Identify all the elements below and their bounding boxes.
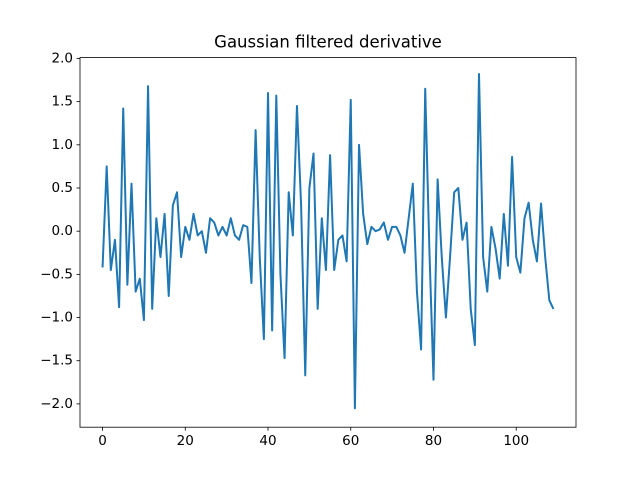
x-tick-label: 60	[342, 433, 359, 449]
x-tick-label: 80	[425, 433, 442, 449]
y-tick-label: 2.0	[52, 50, 73, 66]
data-line	[101, 73, 555, 410]
y-tick-label: −1.0	[40, 310, 73, 326]
y-tick-label: 0.5	[52, 180, 73, 196]
y-tick-label: 1.0	[52, 137, 73, 153]
y-tick-label: −1.5	[40, 353, 73, 369]
chart-title: Gaussian filtered derivative	[214, 33, 442, 52]
plot-frame	[79, 57, 577, 428]
y-tick-label: 0.0	[52, 223, 73, 239]
y-tick-label: 1.5	[52, 94, 73, 110]
x-tick-label: 100	[503, 433, 529, 449]
x-tick-label: 40	[259, 433, 276, 449]
x-tick-label: 0	[98, 433, 107, 449]
x-tick-label: 20	[177, 433, 194, 449]
y-tick-label: −2.0	[40, 396, 73, 412]
y-tick-label: −0.5	[40, 266, 73, 282]
